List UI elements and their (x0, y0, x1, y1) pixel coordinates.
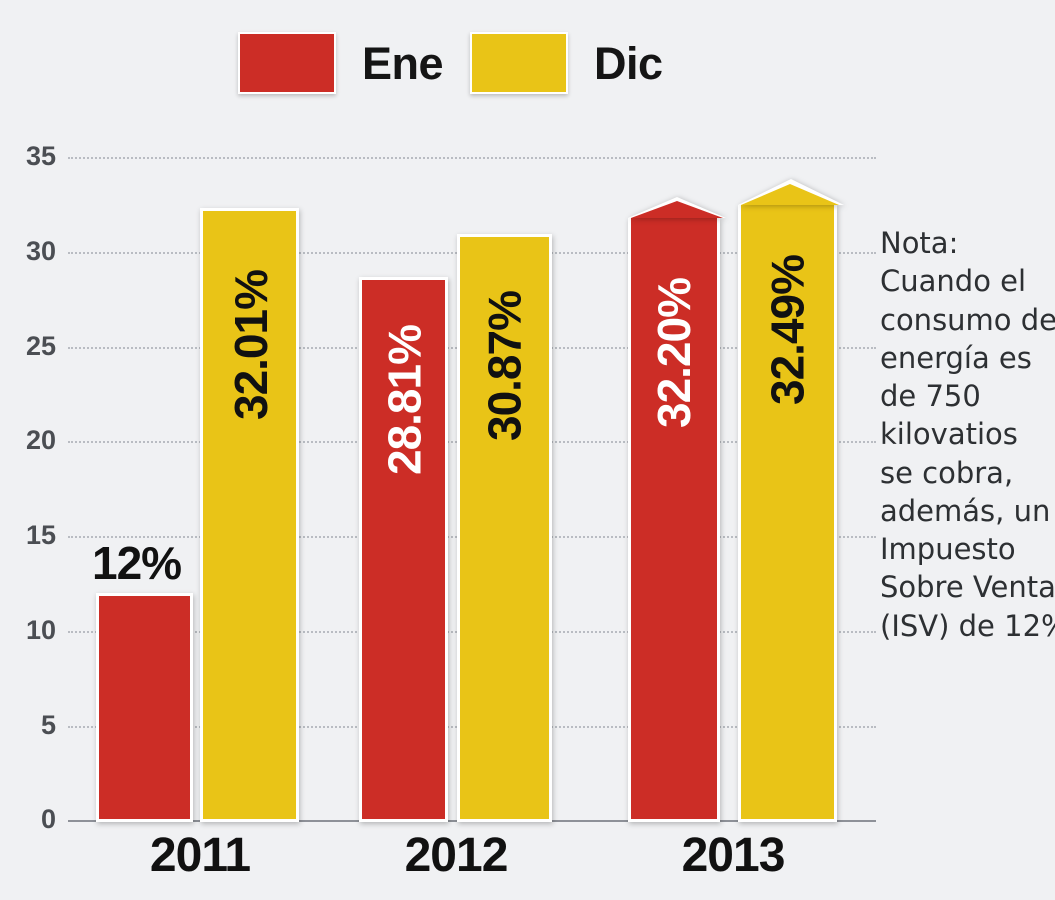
xtick-label-2012: 2012 (404, 829, 509, 882)
ytick-label-35: 35 (25, 141, 56, 171)
note-line: de 750 (880, 379, 981, 414)
value-label-ene-2013: 32.20% (648, 278, 700, 429)
note-line: Sobre Ventas (880, 570, 1055, 605)
note-line: energía es (880, 340, 1032, 375)
value-label-ene-2012: 28.81% (378, 325, 431, 476)
bar-dic-2013[interactable] (738, 179, 844, 822)
ytick-label-20: 20 (25, 425, 56, 455)
value-label-dic-2013: 32.49% (761, 255, 814, 406)
arrow-head-ene-2013 (631, 201, 723, 218)
note-line: Cuando el (880, 264, 1027, 299)
legend-label-dic: Dic (594, 37, 663, 89)
ytick-label-25: 25 (25, 331, 56, 361)
ytick-label-0: 0 (40, 804, 56, 834)
value-label-dic-2011: 32.01% (225, 270, 277, 421)
ytick-label-5: 5 (40, 710, 56, 740)
bar-dic-2012[interactable] (457, 234, 552, 822)
note-line: además, un (880, 493, 1051, 528)
bar-ene-2011[interactable] (96, 593, 193, 822)
note-line: Impuesto (880, 532, 1016, 567)
legend-swatch-dic (470, 32, 568, 94)
xtick-label-2011: 2011 (149, 829, 251, 882)
bar-ene-2013[interactable] (628, 197, 726, 822)
note-line: Nota: (880, 226, 959, 260)
legend-item-dic[interactable]: Dic (470, 32, 663, 94)
bar-ene-2012[interactable] (359, 277, 448, 822)
xtick-label-2013: 2013 (681, 829, 786, 882)
value-label-ene-2011: 12% (92, 537, 182, 589)
gridline-35 (68, 157, 876, 159)
ytick-label-30: 30 (25, 236, 56, 266)
legend-item-ene[interactable]: Ene (238, 32, 444, 94)
note-line: (ISV) de 12%. (880, 608, 1055, 643)
chart-note: Nota: Cuando el consumo de energía es de… (880, 224, 1055, 645)
chart-legend: Ene Dic (0, 18, 1055, 108)
ytick-label-15: 15 (25, 520, 56, 550)
legend-label-ene: Ene (362, 37, 444, 89)
note-line: kilovatios (880, 417, 1018, 452)
arrow-head-dic-2013 (741, 184, 839, 205)
ytick-label-10: 10 (25, 615, 56, 645)
note-line: se cobra, (880, 455, 1014, 490)
note-line: consumo de (880, 302, 1055, 337)
bar-dic-2011[interactable] (200, 208, 299, 822)
value-label-dic-2012: 30.87% (478, 291, 531, 442)
legend-swatch-ene (238, 32, 336, 94)
